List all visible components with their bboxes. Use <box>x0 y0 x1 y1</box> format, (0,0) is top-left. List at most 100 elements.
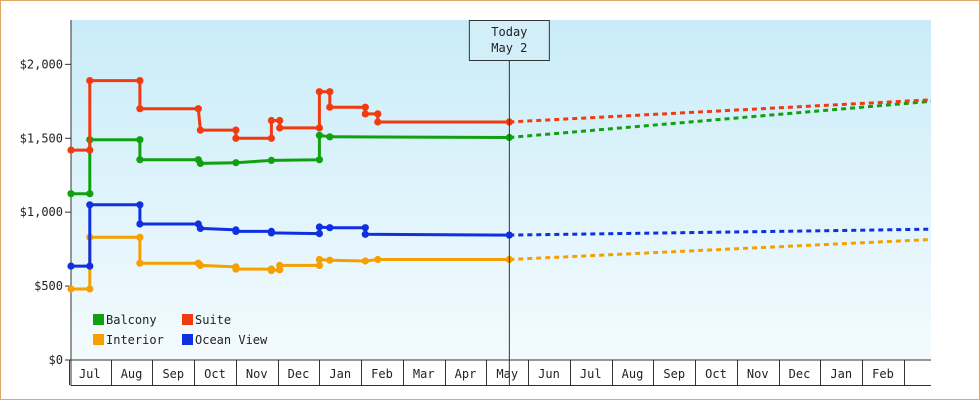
x-month-label: Feb <box>371 367 393 381</box>
legend-item-ocean-view[interactable]: Ocean View <box>182 333 268 347</box>
x-month-label: Jan <box>830 367 852 381</box>
data-point[interactable] <box>315 131 323 139</box>
data-point[interactable] <box>67 146 75 154</box>
x-month-label: Jun <box>538 367 560 381</box>
data-point[interactable] <box>267 229 275 237</box>
data-point[interactable] <box>276 116 284 125</box>
data-point[interactable] <box>267 116 275 125</box>
x-month-label: Nov <box>747 367 769 381</box>
legend-label: Interior <box>106 333 164 347</box>
data-point[interactable] <box>361 103 369 111</box>
legend-swatch <box>93 314 104 325</box>
x-month-label: Aug <box>622 367 644 381</box>
data-point[interactable] <box>315 223 323 231</box>
data-point[interactable] <box>315 230 323 238</box>
data-point[interactable] <box>326 256 334 264</box>
forecast-line <box>509 99 932 139</box>
data-point[interactable] <box>374 255 382 264</box>
data-point[interactable] <box>326 103 334 111</box>
data-point[interactable] <box>67 285 75 293</box>
x-month-label: Mar <box>413 367 435 381</box>
data-point[interactable] <box>361 230 369 238</box>
data-point[interactable] <box>136 136 144 144</box>
data-point[interactable] <box>86 201 94 209</box>
data-point[interactable] <box>276 124 284 132</box>
data-point[interactable] <box>315 88 323 96</box>
data-point[interactable] <box>136 156 144 164</box>
forecast-line <box>509 238 932 261</box>
data-point[interactable] <box>196 126 204 134</box>
data-point[interactable] <box>86 146 94 154</box>
x-month-label: Sep <box>663 367 685 381</box>
data-point[interactable] <box>374 118 382 126</box>
data-point[interactable] <box>136 233 144 241</box>
data-point[interactable] <box>136 105 144 113</box>
y-tick-label: $2,000 <box>20 57 63 71</box>
x-month-label: Apr <box>455 367 477 381</box>
x-month-label: Jul <box>79 367 101 381</box>
data-point[interactable] <box>267 134 275 142</box>
x-month-label: Feb <box>872 367 894 381</box>
data-point[interactable] <box>232 134 240 142</box>
series-ocean-view <box>67 201 932 270</box>
data-point[interactable] <box>136 201 144 209</box>
series-suite <box>67 77 932 154</box>
legend-swatch <box>182 314 193 325</box>
x-month-label: Sep <box>162 367 184 381</box>
data-point[interactable] <box>196 224 204 232</box>
data-point[interactable] <box>361 257 369 265</box>
data-point[interactable] <box>196 261 204 269</box>
data-point[interactable] <box>315 124 323 132</box>
data-point[interactable] <box>67 190 75 198</box>
data-point[interactable] <box>136 259 144 267</box>
data-point[interactable] <box>232 126 240 134</box>
data-point[interactable] <box>326 133 334 141</box>
today-date: May 2 <box>491 41 527 55</box>
data-point[interactable] <box>86 262 94 270</box>
data-point[interactable] <box>276 261 284 269</box>
x-month-label: Nov <box>246 367 268 381</box>
data-point[interactable] <box>315 261 323 269</box>
x-month-label: Aug <box>121 367 143 381</box>
y-tick-label: $500 <box>34 279 63 293</box>
data-point[interactable] <box>86 285 94 293</box>
today-box <box>468 20 550 61</box>
data-point[interactable] <box>267 267 275 275</box>
x-month-label: Oct <box>204 367 226 381</box>
forecast-line <box>509 98 932 124</box>
x-month-label: Oct <box>705 367 727 381</box>
data-point[interactable] <box>67 262 75 270</box>
y-tick-label: $0 <box>49 353 63 367</box>
data-point[interactable] <box>315 156 323 164</box>
y-tick-label: $1,500 <box>20 131 63 145</box>
x-month-label: Dec <box>789 367 811 381</box>
data-point[interactable] <box>86 190 94 198</box>
data-point[interactable] <box>86 77 94 85</box>
plot-background <box>71 20 931 360</box>
legend-label: Balcony <box>106 313 157 327</box>
data-point[interactable] <box>232 227 240 235</box>
data-point[interactable] <box>232 159 240 167</box>
data-point[interactable] <box>361 110 369 118</box>
data-point[interactable] <box>315 255 323 264</box>
data-point[interactable] <box>326 88 334 96</box>
y-tick-label: $1,000 <box>20 205 63 219</box>
data-point[interactable] <box>136 220 144 228</box>
data-point[interactable] <box>374 110 382 118</box>
data-point[interactable] <box>326 224 334 232</box>
data-point[interactable] <box>232 265 240 273</box>
data-point[interactable] <box>361 224 369 232</box>
data-point[interactable] <box>194 105 202 113</box>
x-month-label: Jan <box>329 367 351 381</box>
legend-item-balcony[interactable]: Balcony <box>93 313 157 327</box>
legend-label: Ocean View <box>195 333 268 347</box>
x-month-label: Dec <box>288 367 310 381</box>
forecast-line <box>509 227 932 237</box>
data-point[interactable] <box>267 156 275 164</box>
legend-swatch <box>182 334 193 345</box>
data-point[interactable] <box>196 159 204 167</box>
data-point[interactable] <box>136 77 144 85</box>
legend-item-suite[interactable]: Suite <box>182 313 231 327</box>
legend-item-interior[interactable]: Interior <box>93 333 164 347</box>
